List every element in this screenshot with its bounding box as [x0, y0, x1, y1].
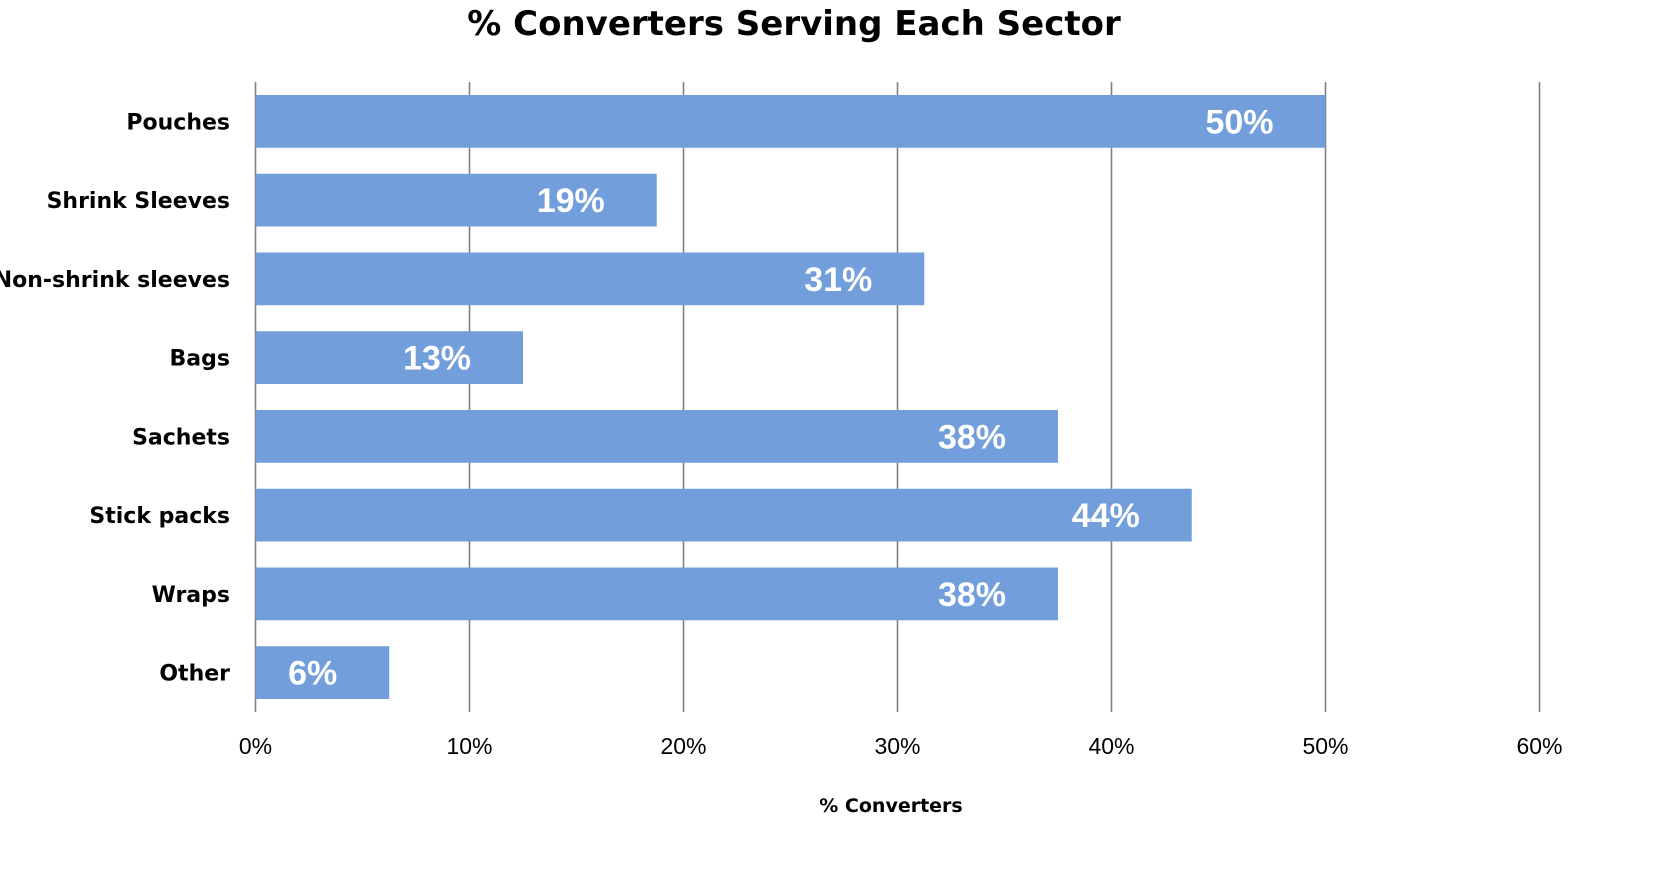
data-label: 13% — [403, 340, 471, 378]
bar — [255, 488, 1192, 542]
chart-title: % Converters Serving Each Sector — [467, 4, 1121, 44]
data-label: 6% — [288, 655, 337, 693]
category-label: Sachets — [132, 425, 230, 450]
data-label: 50% — [1205, 103, 1273, 141]
bars — [255, 94, 1326, 700]
x-tick-label: 20% — [660, 733, 706, 759]
category-labels: Pouches Shrink Sleeves Non-shrink sleeves B… — [0, 110, 230, 686]
bar — [255, 331, 523, 385]
x-axis-title: % Converters — [819, 795, 962, 817]
x-tick-labels: 0% 10% 20% 30% 40% 50% 60% — [239, 733, 1563, 759]
x-tick-label: 30% — [874, 733, 920, 759]
x-tick-label: 0% — [239, 733, 272, 759]
bar — [255, 567, 1058, 621]
bar — [255, 646, 390, 700]
category-label: Pouches — [126, 110, 230, 135]
data-label: 38% — [938, 418, 1006, 456]
category-label: Wraps — [152, 583, 230, 608]
data-labels: 50% 19% 31% 13% 38% 44% 38% 6% — [288, 103, 1273, 692]
bar — [255, 252, 925, 306]
data-label: 31% — [804, 261, 872, 299]
bar — [255, 94, 1326, 148]
data-label: 44% — [1072, 497, 1140, 535]
category-label: Non-shrink sleeves — [0, 268, 230, 293]
x-tick-label: 10% — [446, 733, 492, 759]
x-tick-label: 60% — [1516, 733, 1562, 759]
category-label: Bags — [170, 347, 230, 372]
category-label: Stick packs — [89, 504, 230, 529]
category-label: Other — [159, 662, 230, 687]
data-label: 19% — [537, 182, 605, 220]
x-tick-label: 40% — [1088, 733, 1134, 759]
x-tick-label: 50% — [1302, 733, 1348, 759]
category-label: Shrink Sleeves — [47, 189, 230, 214]
data-label: 38% — [938, 576, 1006, 614]
bar — [255, 173, 657, 227]
bar — [255, 409, 1058, 463]
